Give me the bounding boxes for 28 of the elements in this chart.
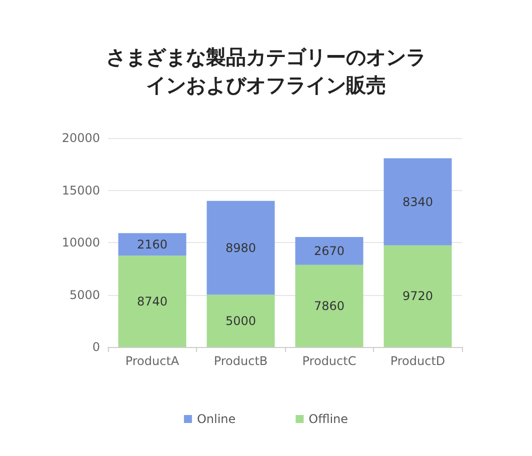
y-tick-label: 0 bbox=[92, 340, 100, 354]
bar bbox=[206, 200, 275, 295]
data-label: 2160 bbox=[136, 237, 168, 252]
data-label: 8340 bbox=[402, 194, 434, 209]
x-tick-label: ProductA bbox=[125, 354, 180, 368]
bar bbox=[384, 158, 452, 246]
y-tick-label: 5000 bbox=[69, 288, 100, 302]
y-tick-label: 15000 bbox=[62, 183, 100, 198]
bar bbox=[295, 236, 364, 265]
bar bbox=[384, 245, 452, 347]
x-tick-label: ProductB bbox=[214, 354, 268, 368]
data-label: 8740 bbox=[136, 294, 168, 308]
data-label: 9720 bbox=[402, 289, 434, 304]
y-tick-label: 10000 bbox=[62, 236, 100, 250]
y-tick-label: 20000 bbox=[62, 131, 100, 145]
x-tick-label: ProductC bbox=[302, 354, 356, 368]
bar bbox=[295, 264, 364, 347]
x-tick-label: ProductD bbox=[390, 354, 446, 368]
data-label: 8980 bbox=[225, 240, 256, 255]
bar bbox=[118, 256, 186, 347]
data-label: 7860 bbox=[314, 298, 345, 313]
data-label: 2670 bbox=[314, 244, 345, 258]
data-label: 5000 bbox=[225, 314, 256, 328]
bar bbox=[118, 233, 186, 256]
chart-title: さまざまな製品カテゴリーのオンラインおよびオフライン販売 bbox=[106, 45, 426, 97]
legend-label: Offline bbox=[308, 412, 348, 426]
legend-label: Online bbox=[196, 412, 236, 426]
bar bbox=[206, 294, 275, 347]
